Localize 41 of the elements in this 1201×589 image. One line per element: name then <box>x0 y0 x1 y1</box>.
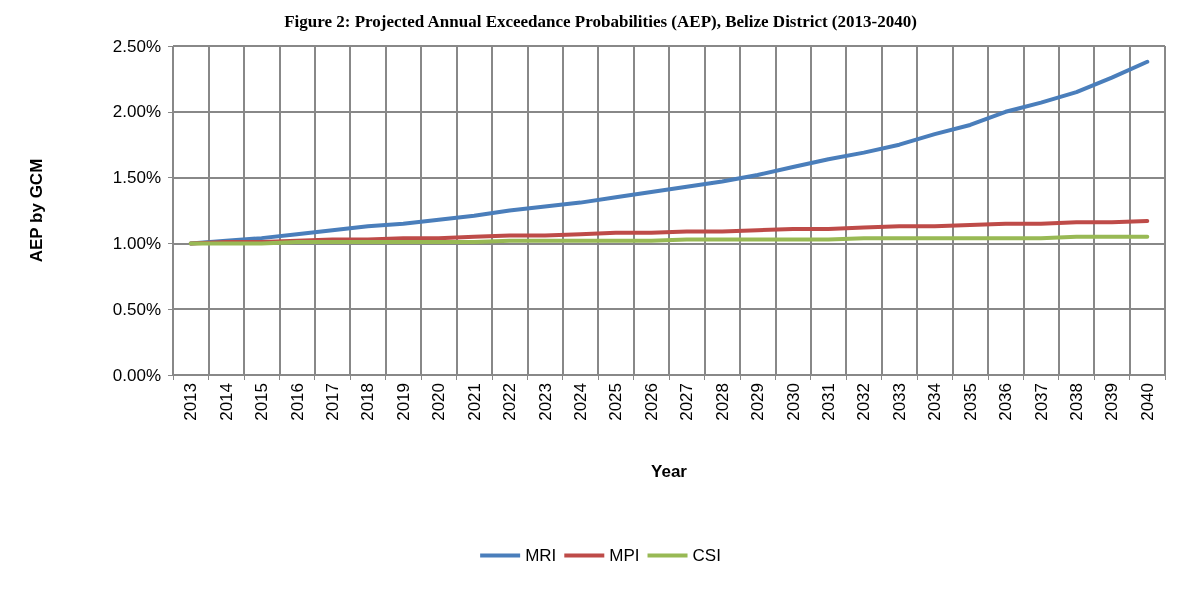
x-tick-label: 2033 <box>889 383 909 421</box>
y-tick-label: 0.00% <box>112 365 161 385</box>
x-tick-label: 2015 <box>252 383 272 421</box>
y-tick-label: 1.50% <box>112 168 161 188</box>
y-tick-label: 2.50% <box>112 36 161 56</box>
x-tick-label: 2014 <box>216 383 236 421</box>
x-tick-label: 2029 <box>748 383 768 421</box>
x-tick-label: 2023 <box>535 383 555 421</box>
x-tick-label: 2030 <box>783 383 803 421</box>
x-tick-label: 2017 <box>322 383 342 421</box>
x-tick-label: 2027 <box>677 383 697 421</box>
x-tick-label: 2022 <box>500 383 520 421</box>
x-tick-label: 2024 <box>570 383 590 421</box>
x-tick-label: 2025 <box>606 383 626 421</box>
x-tick-label: 2034 <box>925 383 945 421</box>
x-tick-label: 2040 <box>1137 383 1157 421</box>
x-tick-label: 2039 <box>1102 383 1122 421</box>
line-series <box>188 234 1150 246</box>
x-tick-label: 2021 <box>464 383 484 421</box>
x-tick-label: 2031 <box>818 383 838 421</box>
x-tick-label: 2037 <box>1031 383 1051 421</box>
x-tick-label: 2028 <box>712 383 732 421</box>
x-axis-title: Year <box>651 462 688 481</box>
x-tick-label: 2018 <box>358 383 378 421</box>
x-tick-label: 2038 <box>1066 383 1086 421</box>
legend-label: MRI <box>525 546 557 565</box>
y-axis-title: AEP by GCM <box>27 158 46 263</box>
x-tick-label: 2016 <box>287 383 307 421</box>
x-tick-label: 2035 <box>960 383 980 421</box>
legend-label: MPI <box>609 546 640 565</box>
x-tick-label: 2019 <box>393 383 413 421</box>
y-tick-label: 0.50% <box>112 299 161 319</box>
legend-label: CSI <box>692 546 721 565</box>
y-tick-label: 2.00% <box>112 102 161 122</box>
y-tick-label: 1.00% <box>112 233 161 253</box>
chart-title: Figure 2: Projected Annual Exceedance Probabilities (AEP), Belize District (2013-2040) <box>284 12 917 31</box>
x-tick-label: 2026 <box>641 383 661 421</box>
x-tick-label: 2013 <box>181 383 201 421</box>
x-tick-label: 2032 <box>854 383 874 421</box>
x-tick-label: 2036 <box>996 383 1016 421</box>
x-tick-label: 2020 <box>429 383 449 421</box>
